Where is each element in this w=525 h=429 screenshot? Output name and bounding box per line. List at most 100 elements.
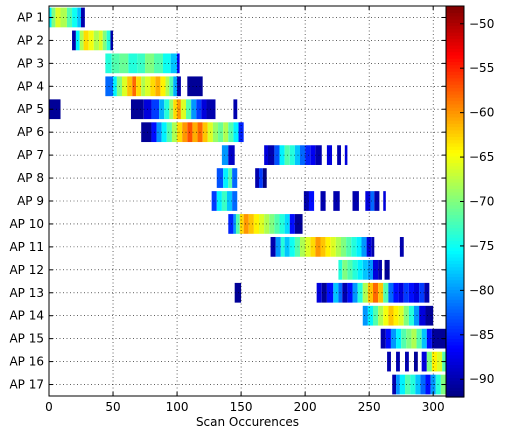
colorbar-segment <box>446 338 464 343</box>
heatmap-cell <box>420 374 426 395</box>
colorbar-segment <box>446 243 464 248</box>
heatmap-cell <box>396 328 402 349</box>
heatmap-cell <box>310 237 316 257</box>
colorbar-segment <box>446 15 464 20</box>
colorbar-segment <box>446 357 464 362</box>
colorbar-segment <box>446 393 464 398</box>
heatmap-cell <box>216 168 224 188</box>
heatmap-cell <box>182 122 188 143</box>
heatmap-cell <box>227 191 233 211</box>
heatmap-cell <box>72 7 78 28</box>
colorbar-segment <box>446 194 464 199</box>
heatmap-cell <box>269 214 275 234</box>
heatmap-cell <box>357 282 363 303</box>
heatmap-cell <box>66 7 73 28</box>
heatmap-cell <box>162 53 171 74</box>
heatmap-cell <box>366 237 372 257</box>
heatmap-cell <box>228 168 233 188</box>
grid-lines <box>49 6 446 396</box>
heatmap-cell <box>289 214 295 234</box>
x-tick-labels: 0 50 100 150 200 250 300 <box>45 6 445 414</box>
colorbar-segment <box>446 120 464 124</box>
heatmap-cell <box>275 237 281 257</box>
colorbar-segment <box>446 6 464 10</box>
heatmap-cell <box>160 76 166 97</box>
heatmap-cell <box>243 214 249 234</box>
colorbar-segment <box>446 77 464 82</box>
heatmap-cell <box>401 328 407 349</box>
heatmap-cell <box>396 374 400 395</box>
heatmap-cell <box>390 328 397 349</box>
heatmap-cell <box>177 122 183 143</box>
heatmap-cell <box>223 122 229 143</box>
heatmap-cell <box>93 30 99 51</box>
heatmap-cell <box>431 328 446 349</box>
colorbar-segment <box>446 126 464 131</box>
colorbar-segment <box>446 211 464 216</box>
heatmap-cell <box>141 76 146 97</box>
heatmap-cell <box>371 237 375 257</box>
heatmap-cell <box>398 282 404 303</box>
colorbar-segment <box>446 107 464 111</box>
y-tick-label: AP 3 <box>17 56 44 70</box>
heatmap-cell <box>410 374 416 395</box>
colorbar-segment <box>446 168 464 173</box>
heatmap-cell <box>388 305 394 326</box>
heatmap-cell <box>294 237 301 257</box>
y-tick-label: AP 15 <box>9 332 44 346</box>
colorbar-segment <box>446 32 464 36</box>
heatmap-cell <box>370 191 375 211</box>
heatmap-cell <box>352 191 359 211</box>
heatmap-cell <box>248 214 254 234</box>
heatmap-cell <box>300 145 306 165</box>
colorbar-tick-label: −85 <box>469 328 494 342</box>
heatmap-cell <box>333 282 339 303</box>
heatmap-cell <box>55 7 61 28</box>
colorbar-segment <box>446 240 464 245</box>
colorbar-segment <box>446 74 464 79</box>
heatmap-cell <box>289 237 295 257</box>
heatmap-cell <box>169 99 174 120</box>
y-tick-label: AP 9 <box>17 194 44 208</box>
colorbar-segment <box>446 136 464 141</box>
colorbar-segment <box>446 146 464 150</box>
colorbar-segment <box>446 9 464 14</box>
heatmap-cell <box>49 99 61 120</box>
heatmap-cell <box>305 145 311 165</box>
heatmap-cell <box>228 214 234 234</box>
colorbar-segment <box>446 322 464 326</box>
colorbar-segment <box>446 45 464 49</box>
colorbar-segment <box>446 263 464 268</box>
colorbar-segment <box>446 113 464 118</box>
colorbar-segment <box>446 387 464 392</box>
colorbar-segment <box>446 335 464 339</box>
colorbar-segment <box>446 266 464 271</box>
colorbar-segment <box>446 93 464 98</box>
heatmap-cell <box>374 191 380 211</box>
heatmap-cell <box>132 76 137 97</box>
x-tick-label: 300 <box>422 400 445 414</box>
heatmap-cell <box>164 99 170 120</box>
heatmap-cell <box>380 328 386 349</box>
colorbar-segment <box>446 328 464 333</box>
colorbar-segment <box>446 61 464 66</box>
y-tick-label: AP 2 <box>17 33 44 47</box>
colorbar-segment <box>446 155 464 160</box>
colorbar-segment <box>446 227 464 232</box>
heatmap-cell <box>186 99 192 120</box>
colorbar-segment <box>446 178 464 183</box>
colorbar-segment <box>446 295 464 300</box>
heatmap-cell <box>426 328 432 349</box>
y-tick-label: AP 5 <box>17 102 44 116</box>
colorbar-segment <box>446 58 464 62</box>
heatmap-cell <box>367 259 374 280</box>
heatmap-cell <box>310 145 316 165</box>
heatmap-cell <box>137 53 146 74</box>
heatmap-cell <box>119 53 129 74</box>
colorbar-segment <box>446 309 464 313</box>
heatmap-cell <box>357 259 363 280</box>
heatmap-cell <box>388 282 394 303</box>
colorbar-segment <box>446 331 464 336</box>
colorbar-segment <box>446 325 464 330</box>
heatmap-cell <box>206 99 216 120</box>
